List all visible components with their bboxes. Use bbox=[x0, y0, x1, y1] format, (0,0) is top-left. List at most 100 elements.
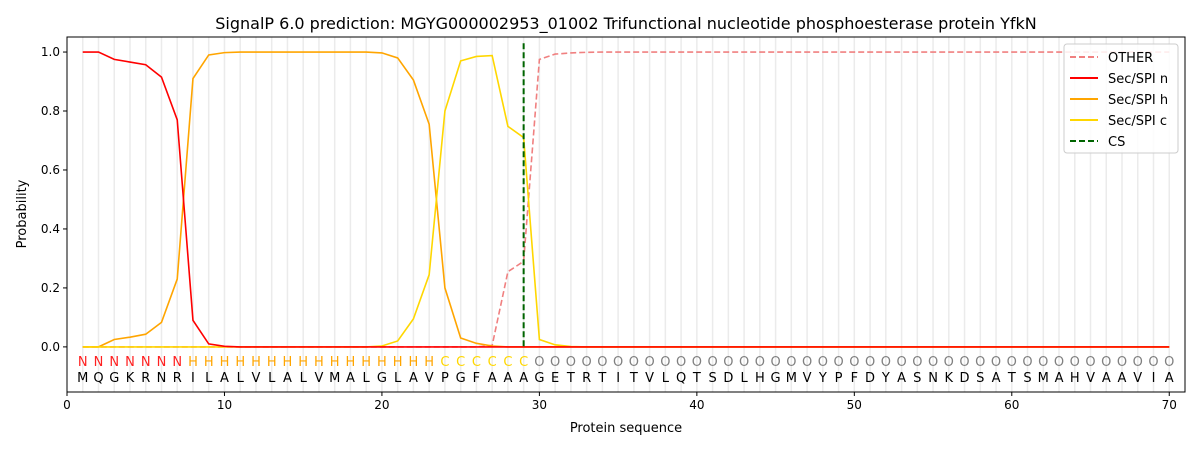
region-label: C bbox=[440, 355, 449, 370]
region-label: O bbox=[550, 355, 560, 370]
region-label: O bbox=[944, 355, 954, 370]
region-label: O bbox=[912, 355, 922, 370]
region-label: H bbox=[267, 355, 277, 370]
region-label: O bbox=[833, 355, 843, 370]
region-label: H bbox=[361, 355, 371, 370]
region-label: H bbox=[283, 355, 293, 370]
y-tick-label: 0.0 bbox=[41, 340, 60, 354]
legend-label: CS bbox=[1108, 135, 1125, 150]
region-label: O bbox=[786, 355, 796, 370]
legend-label: OTHER bbox=[1108, 51, 1153, 66]
region-label: N bbox=[125, 355, 135, 370]
region-label: O bbox=[818, 355, 828, 370]
region-label: H bbox=[235, 355, 245, 370]
region-label: O bbox=[707, 355, 717, 370]
region-label: O bbox=[723, 355, 733, 370]
legend-label: Sec/SPI n bbox=[1108, 72, 1168, 87]
x-tick-label: 20 bbox=[374, 398, 389, 412]
region-label: H bbox=[314, 355, 324, 370]
region-label: O bbox=[770, 355, 780, 370]
series-line-other bbox=[82, 51, 1170, 348]
region-label: O bbox=[991, 355, 1001, 370]
legend-label: Sec/SPI c bbox=[1108, 114, 1167, 129]
region-label: O bbox=[582, 355, 592, 370]
region-label: O bbox=[802, 355, 812, 370]
region-label: C bbox=[503, 355, 512, 370]
y-tick-label: 1.0 bbox=[41, 45, 60, 59]
region-label: O bbox=[613, 355, 623, 370]
region-label: N bbox=[141, 355, 151, 370]
region-label: O bbox=[597, 355, 607, 370]
region-label: C bbox=[472, 355, 481, 370]
region-label: O bbox=[896, 355, 906, 370]
x-tick-label: 10 bbox=[217, 398, 232, 412]
region-label: O bbox=[566, 355, 576, 370]
region-label: O bbox=[676, 355, 686, 370]
region-label: O bbox=[959, 355, 969, 370]
region-label: O bbox=[645, 355, 655, 370]
region-label: H bbox=[188, 355, 198, 370]
region-label: O bbox=[975, 355, 985, 370]
x-axis-label: Protein sequence bbox=[570, 421, 682, 436]
chart-title: SignalP 6.0 prediction: MGYG000002953_01… bbox=[215, 14, 1037, 34]
region-label: O bbox=[1007, 355, 1017, 370]
region-label: H bbox=[330, 355, 340, 370]
region-label: C bbox=[488, 355, 497, 370]
x-tick-label: 0 bbox=[63, 398, 71, 412]
region-label: O bbox=[1164, 355, 1174, 370]
region-label: N bbox=[109, 355, 119, 370]
region-label: O bbox=[1085, 355, 1095, 370]
region-label: O bbox=[865, 355, 875, 370]
region-label: O bbox=[1022, 355, 1032, 370]
x-tick-label: 40 bbox=[689, 398, 704, 412]
region-label: N bbox=[157, 355, 167, 370]
region-label: H bbox=[220, 355, 230, 370]
region-label: N bbox=[94, 355, 104, 370]
x-tick-label: 60 bbox=[1004, 398, 1019, 412]
y-tick-label: 0.2 bbox=[41, 281, 60, 295]
region-label: O bbox=[534, 355, 544, 370]
region-label: O bbox=[692, 355, 702, 370]
region-label: O bbox=[881, 355, 891, 370]
x-tick-label: 50 bbox=[847, 398, 862, 412]
region-label: N bbox=[78, 355, 88, 370]
region-label: C bbox=[519, 355, 528, 370]
region-label: H bbox=[251, 355, 261, 370]
region-label: O bbox=[1133, 355, 1143, 370]
region-label: O bbox=[928, 355, 938, 370]
region-label: H bbox=[346, 355, 356, 370]
region-label: O bbox=[1070, 355, 1080, 370]
series-line-sec-spi-h bbox=[82, 51, 1170, 348]
region-label: H bbox=[377, 355, 387, 370]
y-tick-label: 0.8 bbox=[41, 104, 60, 118]
region-label: O bbox=[629, 355, 639, 370]
region-label: O bbox=[1101, 355, 1111, 370]
region-label: C bbox=[456, 355, 465, 370]
series-line-sec-spi-n bbox=[82, 51, 1170, 348]
residue-sequence: MQGKRNRILALVLALVMALGLAVPGFAAAGETRTITVLQT… bbox=[77, 371, 1174, 386]
region-label: N bbox=[172, 355, 182, 370]
x-tick-label: 70 bbox=[1162, 398, 1177, 412]
legend-label: Sec/SPI h bbox=[1108, 93, 1168, 108]
region-label: O bbox=[739, 355, 749, 370]
y-axis-label: Probability bbox=[15, 179, 30, 248]
x-tick-label: 30 bbox=[532, 398, 547, 412]
region-label: O bbox=[755, 355, 765, 370]
region-label: H bbox=[204, 355, 214, 370]
region-label: O bbox=[1038, 355, 1048, 370]
y-tick-label: 0.6 bbox=[41, 163, 60, 177]
region-label: O bbox=[1148, 355, 1158, 370]
region-label: O bbox=[1054, 355, 1064, 370]
series-line-sec-spi-c bbox=[82, 54, 1170, 348]
region-label: H bbox=[409, 355, 419, 370]
region-label: H bbox=[393, 355, 403, 370]
region-label: H bbox=[298, 355, 308, 370]
legend-box bbox=[1063, 43, 1179, 154]
y-tick-label: 0.4 bbox=[41, 222, 60, 236]
region-label: O bbox=[849, 355, 859, 370]
region-label: O bbox=[660, 355, 670, 370]
region-label: H bbox=[424, 355, 434, 370]
region-label: O bbox=[1117, 355, 1127, 370]
axes-frame bbox=[66, 36, 1186, 393]
